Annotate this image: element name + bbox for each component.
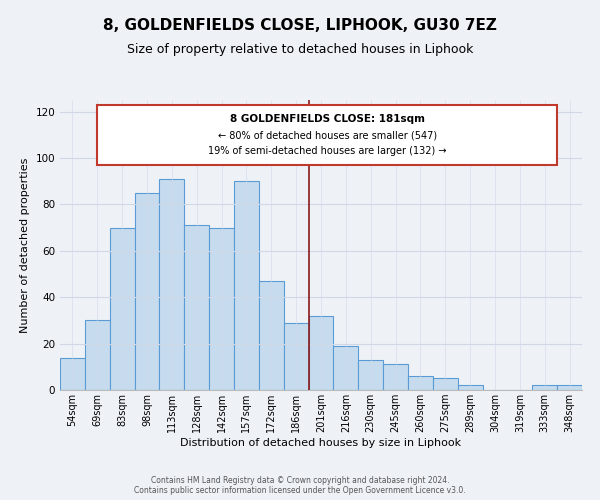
Bar [184, 226, 209, 390]
Bar [408, 376, 433, 390]
Text: Contains HM Land Registry data © Crown copyright and database right 2024.: Contains HM Land Registry data © Crown c… [151, 476, 449, 485]
Text: 8 GOLDENFIELDS CLOSE: 181sqm: 8 GOLDENFIELDS CLOSE: 181sqm [230, 114, 425, 124]
Text: Contains public sector information licensed under the Open Government Licence v3: Contains public sector information licen… [134, 486, 466, 495]
Bar [234, 181, 259, 390]
Text: ← 80% of detached houses are smaller (547): ← 80% of detached houses are smaller (54… [218, 130, 437, 140]
Bar [134, 193, 160, 390]
Bar [433, 378, 458, 390]
Bar [383, 364, 408, 390]
Bar [557, 386, 582, 390]
Bar [458, 386, 482, 390]
Bar [60, 358, 85, 390]
Bar [532, 386, 557, 390]
X-axis label: Distribution of detached houses by size in Liphook: Distribution of detached houses by size … [181, 438, 461, 448]
Bar [284, 322, 308, 390]
Text: Size of property relative to detached houses in Liphook: Size of property relative to detached ho… [127, 42, 473, 56]
Bar [259, 281, 284, 390]
Bar [308, 316, 334, 390]
Bar [358, 360, 383, 390]
Bar [85, 320, 110, 390]
Bar [160, 179, 184, 390]
Text: 8, GOLDENFIELDS CLOSE, LIPHOOK, GU30 7EZ: 8, GOLDENFIELDS CLOSE, LIPHOOK, GU30 7EZ [103, 18, 497, 32]
Y-axis label: Number of detached properties: Number of detached properties [20, 158, 30, 332]
Bar [334, 346, 358, 390]
Bar [209, 228, 234, 390]
Bar [110, 228, 134, 390]
Text: 19% of semi-detached houses are larger (132) →: 19% of semi-detached houses are larger (… [208, 146, 446, 156]
FancyBboxPatch shape [97, 104, 557, 165]
